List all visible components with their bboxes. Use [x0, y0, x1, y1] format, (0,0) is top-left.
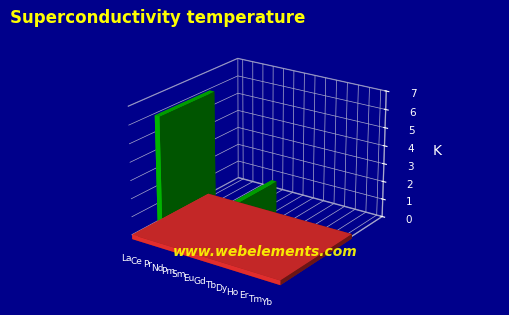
Text: www.webelements.com: www.webelements.com — [173, 245, 357, 259]
Text: Superconductivity temperature: Superconductivity temperature — [10, 9, 305, 27]
